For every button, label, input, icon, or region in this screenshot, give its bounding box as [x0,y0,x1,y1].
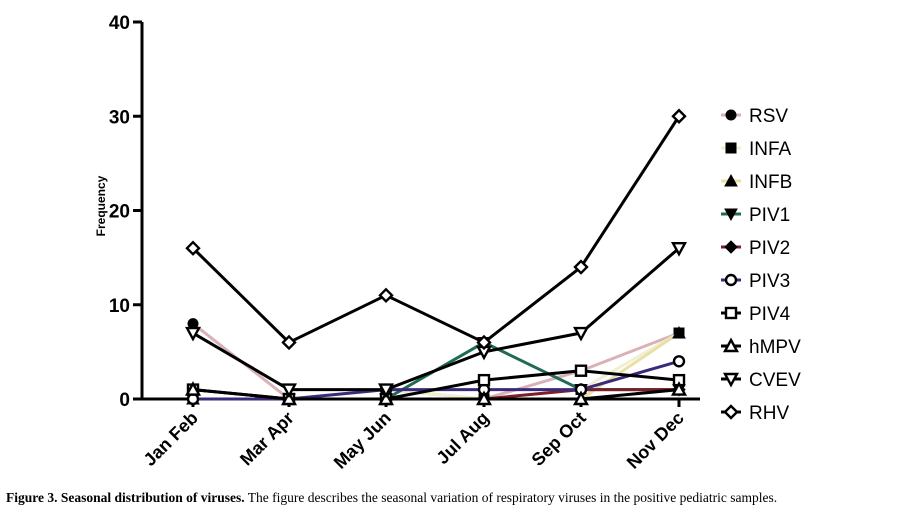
series-line [192,247,680,392]
legend-label: RHV [749,403,789,424]
data-point [185,240,201,256]
line-chart: 0 10 20 30 40 Jan Feb Mar Apr May Jun Jul Aug Sep… [94,13,801,473]
legend-label: hMPV [749,337,801,358]
data-point [574,364,588,377]
legend-marker [724,273,738,287]
y-tick-label: 20 [109,202,130,223]
caption-text: The figure describes the seasonal variat… [244,490,778,505]
legend-label: RSV [749,106,788,127]
figure-caption: Figure 3. Seasonal distribution of virus… [6,490,894,506]
legend-marker [724,208,738,222]
x-tick-label: Mar Apr [236,408,298,470]
series-infa [187,327,685,405]
data-point [572,326,590,342]
x-tick-label: May Jun [330,408,395,473]
legend-item: PIV3 [721,271,790,292]
data-point [184,381,202,396]
caption-label: Figure 3. Seasonal distribution of virus… [6,490,245,505]
x-tick-label: Nov Dec [623,408,688,473]
legend-marker [725,142,737,154]
legend-marker [724,240,738,254]
data-point [672,355,686,368]
legend-marker [724,306,738,320]
data-point [378,287,394,304]
legend-item: PIV2 [721,238,790,259]
y-tick-label: 30 [109,107,130,128]
series-rsv [187,318,685,405]
data-point [184,326,202,342]
data-point [475,390,493,406]
data-point [670,241,688,257]
legend-item: PIV4 [721,304,791,325]
series-hmpv [184,381,688,406]
legend-label: PIV2 [749,238,790,259]
legend-item: CVEV [721,370,801,391]
legend-marker [722,337,740,353]
data-point [671,108,687,124]
data-point [477,373,491,387]
series-cvev [184,241,688,399]
legend-label: CVEV [749,370,801,391]
legend-marker [723,404,739,420]
series-rhv [185,108,687,351]
legend-item: INFA [721,139,792,160]
data-point [377,390,395,406]
data-point [280,383,298,399]
legend-label: PIV1 [749,205,790,226]
legend-item: INFB [721,172,792,193]
x-tick-label: Jan Feb [140,408,202,470]
legend-item: RHV [721,403,789,424]
legend-item: hMPV [721,337,801,358]
x-tick-label: Sep Oct [528,408,590,470]
legend-item: PIV1 [721,205,790,226]
chart-axes: 0 10 20 30 40 Jan Feb Mar Apr May Jun Jul Aug Sep… [94,13,700,473]
legend: RSV INFA INFB PIV1 PIV2 PIV3 PIV4 hMPV CVEV RHV [721,106,801,424]
data-point [672,325,686,339]
x-tick-label: Jul Aug [432,408,492,468]
legend-marker [724,173,738,187]
series-line [192,322,680,401]
y-tick-label: 40 [109,13,130,34]
series-layer [184,108,688,407]
series-infb [186,325,686,405]
series-line [192,388,680,401]
legend-marker [722,372,740,388]
data-point [377,383,395,399]
series-line [191,115,681,344]
data-point [476,334,492,351]
legend-label: PIV4 [749,304,791,325]
data-point [281,334,297,351]
y-axis-title: Frequency [94,175,108,236]
legend-label: PIV3 [749,271,790,292]
legend-label: INFB [749,172,792,193]
legend-item: RSV [721,106,788,127]
data-point [572,390,590,406]
legend-marker [725,109,737,121]
data-point [280,390,298,406]
data-point [573,259,589,275]
legend-label: INFA [749,139,792,160]
data-point [670,381,688,396]
y-tick-label: 10 [109,296,130,317]
y-tick-label: 0 [119,390,130,411]
